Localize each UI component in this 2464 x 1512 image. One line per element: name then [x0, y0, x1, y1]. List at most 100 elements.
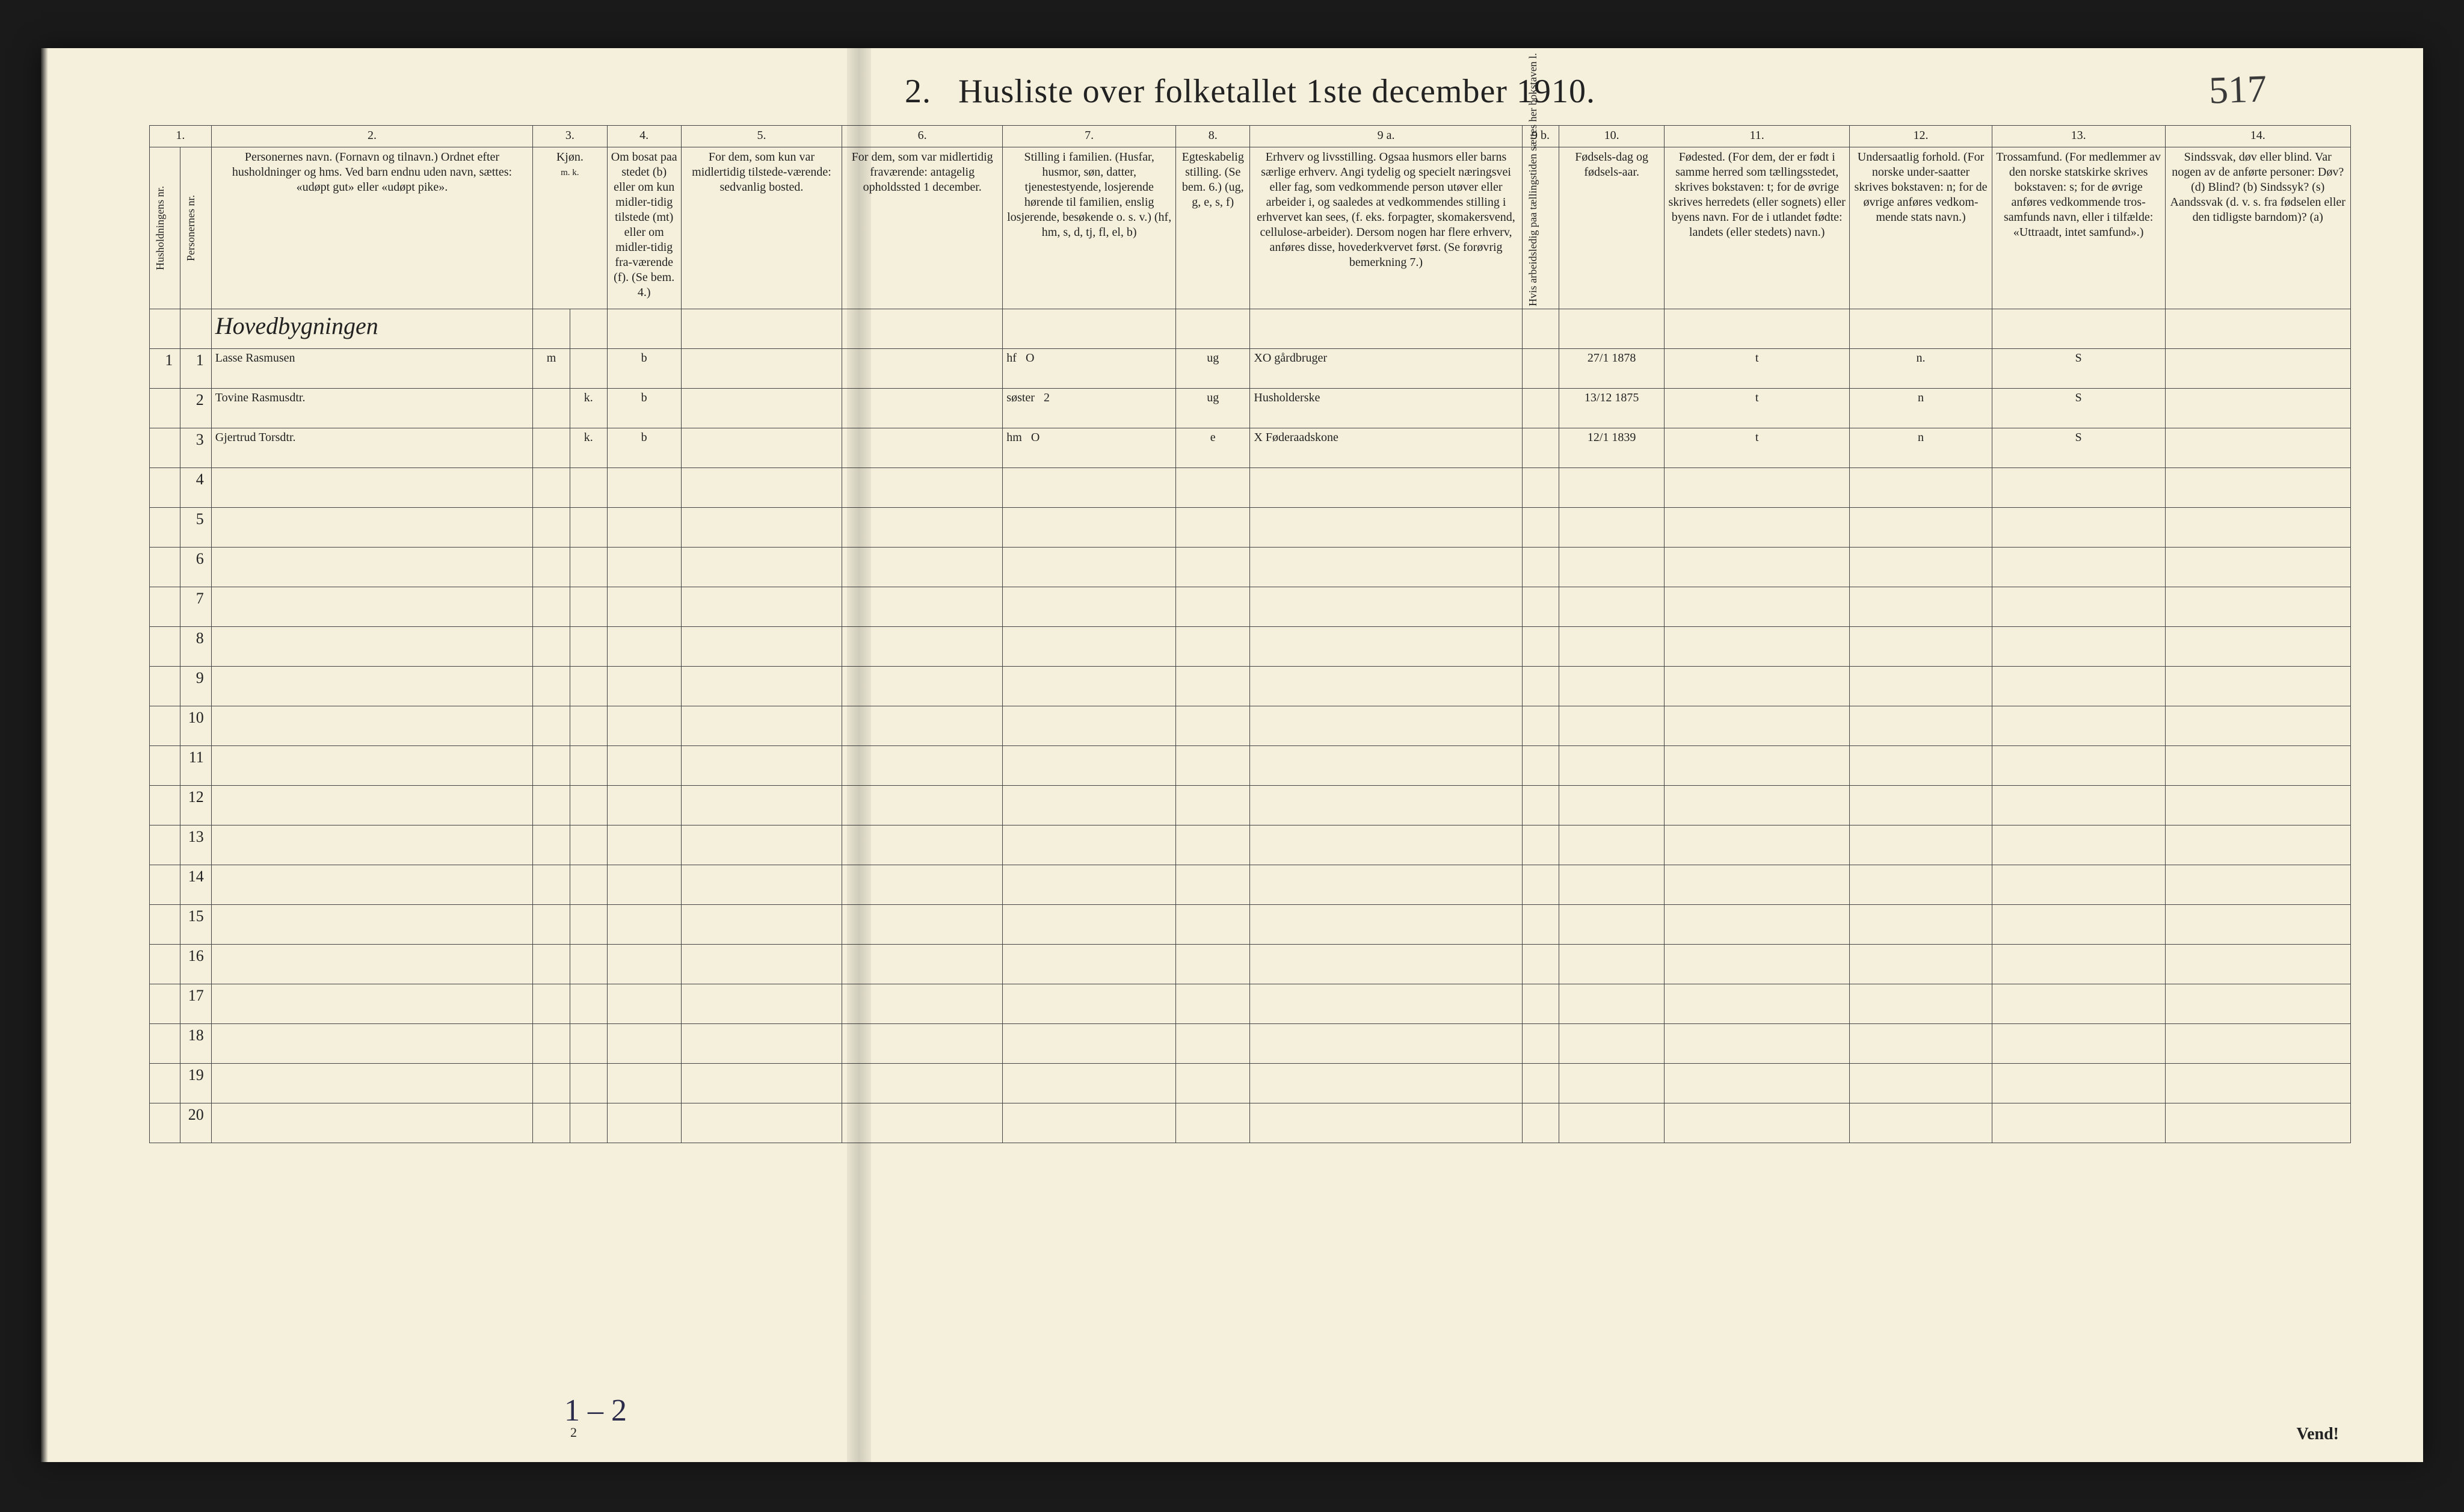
- cell: [1665, 825, 1850, 865]
- cell: [1992, 508, 2165, 548]
- cell: [1665, 746, 1850, 786]
- cell: [150, 1103, 180, 1143]
- cell: [570, 786, 607, 825]
- cell: [180, 309, 211, 349]
- cell: [2165, 1064, 2351, 1103]
- cell: [1992, 1103, 2165, 1143]
- cell: [150, 548, 180, 587]
- cell: [607, 825, 681, 865]
- cell: [2165, 984, 2351, 1024]
- cell: [1176, 667, 1250, 706]
- cell: [1559, 468, 1665, 508]
- cell-pers: 4: [180, 468, 211, 508]
- cell: [2165, 627, 2351, 667]
- cell: [150, 945, 180, 984]
- cell: [681, 945, 842, 984]
- cell: [607, 587, 681, 627]
- cell: [570, 905, 607, 945]
- cell: [1003, 548, 1176, 587]
- cell: [607, 1024, 681, 1064]
- cell: [1250, 746, 1522, 786]
- cell: [842, 627, 1003, 667]
- cell: [1522, 587, 1559, 627]
- colnum-1: 1.: [150, 126, 212, 147]
- cell: [842, 587, 1003, 627]
- cell-sex-k: [570, 349, 607, 389]
- cell: [1522, 746, 1559, 786]
- cell: [1003, 1024, 1176, 1064]
- cell: [1250, 905, 1522, 945]
- cell: [1003, 786, 1176, 825]
- cell: [1176, 548, 1250, 587]
- cell: [2165, 587, 2351, 627]
- cell: [1522, 945, 1559, 984]
- cell: [1522, 786, 1559, 825]
- cell: [1176, 587, 1250, 627]
- cell: [1992, 825, 2165, 865]
- cell: [2165, 825, 2351, 865]
- cell: [211, 865, 532, 905]
- cell-stilling: søster 2: [1003, 389, 1176, 428]
- cell: [211, 548, 532, 587]
- hdr-tilstede: For dem, som kun var midlertidig tilsted…: [681, 147, 842, 309]
- cell-sinds: [2165, 389, 2351, 428]
- cell: [2165, 468, 2351, 508]
- cell: [1522, 825, 1559, 865]
- cell-fsted: t: [1665, 428, 1850, 468]
- cell: [211, 786, 532, 825]
- cell: [681, 746, 842, 786]
- cell: [1522, 984, 1559, 1024]
- cell: [533, 548, 570, 587]
- cell: [1665, 627, 1850, 667]
- cell: [607, 984, 681, 1024]
- colnum-5: 5.: [681, 126, 842, 147]
- colnum-4: 4.: [607, 126, 681, 147]
- cell-pers: 1: [180, 349, 211, 389]
- cell: [211, 984, 532, 1024]
- cell: [1250, 786, 1522, 825]
- table-row-empty: 20: [150, 1103, 2351, 1143]
- cell: [1992, 627, 2165, 667]
- cell: [570, 1024, 607, 1064]
- cell-stilling: hm O: [1003, 428, 1176, 468]
- cell: [1176, 1103, 1250, 1143]
- colnum-2: 2.: [211, 126, 532, 147]
- cell: [570, 1103, 607, 1143]
- footer-vend: Vend!: [2296, 1425, 2339, 1444]
- hdr-sinds: Sindssvak, døv eller blind. Var nogen av…: [2165, 147, 2351, 309]
- cell: [1992, 1024, 2165, 1064]
- cell-pers: 7: [180, 587, 211, 627]
- cell-pers: 3: [180, 428, 211, 468]
- cell-sex-k: k.: [570, 389, 607, 428]
- cell: [150, 1064, 180, 1103]
- cell: [842, 468, 1003, 508]
- cell: [1665, 905, 1850, 945]
- cell: [1003, 984, 1176, 1024]
- table-row-empty: 10: [150, 706, 2351, 746]
- cell: [1850, 508, 1992, 548]
- cell-sinds: [2165, 428, 2351, 468]
- census-page: 2. Husliste over folketallet 1ste decemb…: [41, 48, 2423, 1462]
- cell: [842, 746, 1003, 786]
- cell-frav: [842, 389, 1003, 428]
- hdr-household-nr: Husholdningens nr.: [150, 147, 180, 309]
- cell: [1559, 706, 1665, 746]
- table-row-empty: 15: [150, 905, 2351, 945]
- cell: [842, 548, 1003, 587]
- cell-stilling: hf O: [1003, 349, 1176, 389]
- cell-tilstede: [681, 349, 842, 389]
- cell: [211, 905, 532, 945]
- cell: [1559, 865, 1665, 905]
- cell: [533, 746, 570, 786]
- cell: [1992, 786, 2165, 825]
- cell: [211, 1103, 532, 1143]
- cell: [607, 627, 681, 667]
- table-header: 1. 2. 3. 4. 5. 6. 7. 8. 9 a. 9 b. 10. 11…: [150, 126, 2351, 309]
- cell: [1665, 865, 1850, 905]
- cell: [1003, 667, 1176, 706]
- cell: [1665, 1103, 1850, 1143]
- cell: [533, 786, 570, 825]
- cell-pers: 20: [180, 1103, 211, 1143]
- cell: [681, 865, 842, 905]
- cell-pers: 12: [180, 786, 211, 825]
